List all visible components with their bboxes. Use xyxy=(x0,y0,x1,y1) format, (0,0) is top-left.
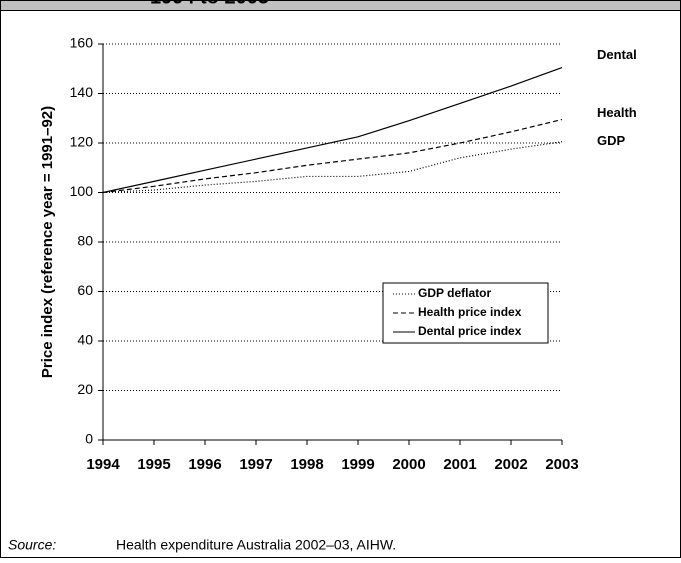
x-tick-label: 2002 xyxy=(494,456,527,473)
y-tick-label: 0 xyxy=(85,431,93,447)
series-line xyxy=(102,66,563,194)
end-label: Health xyxy=(597,105,637,120)
x-tick-label: 1996 xyxy=(188,456,221,473)
x-tick-label: 2000 xyxy=(392,456,425,473)
y-tick-label: 100 xyxy=(70,183,94,199)
legend-label: GDP deflator xyxy=(418,286,491,300)
y-tick-label: 140 xyxy=(70,84,94,100)
x-tick-label: 1998 xyxy=(290,456,323,473)
y-tick-label: 60 xyxy=(77,282,93,298)
x-tick-label: 1999 xyxy=(341,456,374,473)
y-tick-label: 80 xyxy=(77,233,93,249)
series-line xyxy=(102,118,563,194)
y-tick-label: 120 xyxy=(70,134,94,150)
title-bar xyxy=(0,0,681,11)
x-tick-label: 1994 xyxy=(86,456,120,473)
x-tick-label: 2003 xyxy=(545,456,578,473)
end-label: Dental xyxy=(597,47,637,62)
end-label: GDP xyxy=(597,133,626,148)
y-tick-label: 160 xyxy=(70,35,94,51)
source-label: Source: xyxy=(8,537,56,553)
x-tick-label: 2001 xyxy=(443,456,476,473)
y-axis-label: Price index (reference year = 1991–92) xyxy=(39,106,56,378)
x-tick-label: 1995 xyxy=(137,456,170,473)
source: Health expenditure Australia 2002–03, AI… xyxy=(116,537,396,553)
y-tick-label: 20 xyxy=(77,381,93,397)
legend-label: Health price index xyxy=(418,305,522,319)
chart-title: 1994 to 2003 xyxy=(150,0,269,8)
x-tick-label: 1997 xyxy=(239,456,272,473)
legend-label: Dental price index xyxy=(418,324,522,338)
y-tick-label: 40 xyxy=(77,332,93,348)
